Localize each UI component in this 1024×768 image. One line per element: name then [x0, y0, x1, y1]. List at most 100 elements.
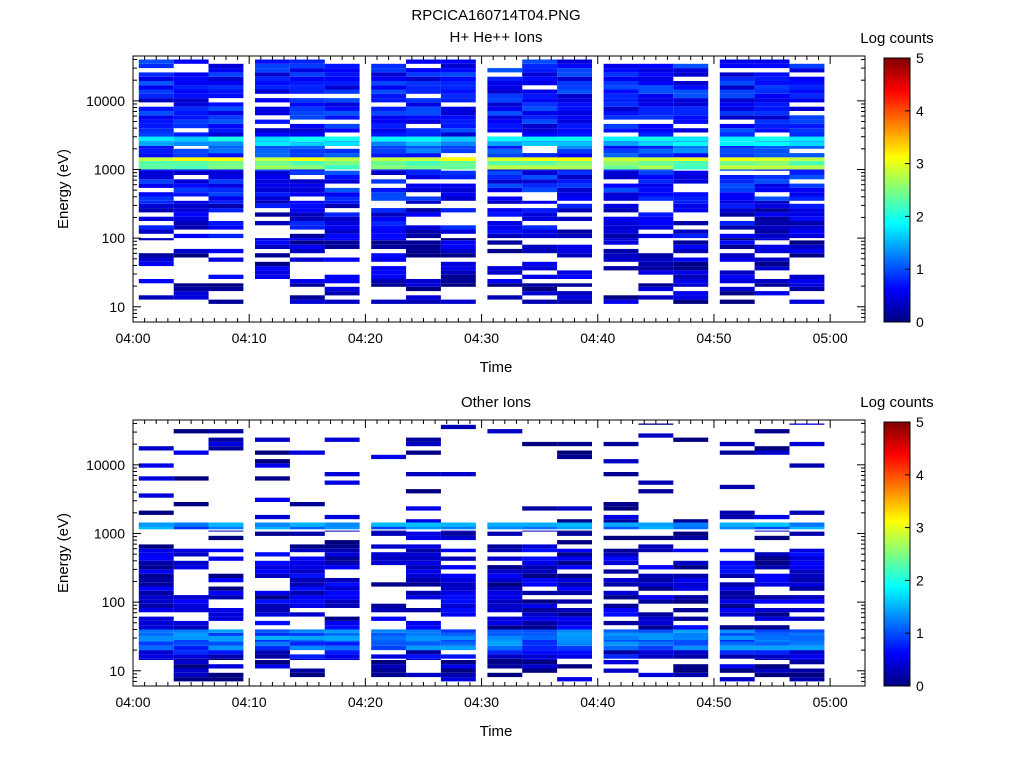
- spectrogram-cell: [289, 603, 325, 608]
- spectrogram-cell: [754, 203, 790, 209]
- spectrogram-cell: [440, 229, 476, 234]
- spectrogram-cell: [208, 525, 244, 530]
- spectrogram-cell: [789, 170, 825, 175]
- spectrogram-cell: [789, 672, 825, 678]
- spectrogram-peak-cell: [406, 161, 441, 166]
- spectrogram-peak-cell: [371, 136, 407, 141]
- spectrogram-cell: [638, 225, 674, 230]
- spectrogram-peak-cell: [440, 161, 476, 166]
- spectrogram-cell: [638, 111, 674, 116]
- spectrogram-peak-cell: [440, 157, 476, 162]
- spectrogram-cell: [138, 169, 174, 171]
- spectrogram-cell: [371, 216, 407, 221]
- spectrogram-cell: [673, 229, 709, 234]
- spectrogram-cell: [208, 115, 244, 120]
- spectrogram-peak-cell: [138, 136, 174, 141]
- spectrogram-cell: [255, 169, 290, 171]
- spectrogram-cell: [324, 548, 360, 553]
- spectrogram-cell: [208, 132, 244, 137]
- spectrogram-cell: [673, 196, 709, 201]
- spectrogram-cell: [754, 208, 790, 213]
- spectrogram-cell: [324, 629, 360, 633]
- spectrogram-peak-cell: [673, 157, 709, 162]
- spectrogram-cell: [754, 85, 790, 90]
- spectrogram-cell: [371, 208, 407, 213]
- spectrogram-cell: [638, 196, 674, 201]
- spectrogram-cell: [406, 72, 441, 77]
- spectrogram-cell: [255, 244, 290, 249]
- spectrogram-cell: [371, 525, 407, 530]
- spectrogram-cell: [789, 578, 825, 583]
- spectrogram-cell: [487, 169, 523, 171]
- spectrogram-cell: [673, 170, 709, 175]
- spectrogram-cell: [719, 233, 755, 239]
- spectrogram-cell: [208, 141, 244, 146]
- spectrogram-cell: [371, 283, 407, 287]
- spectrogram-cell: [324, 123, 360, 129]
- spectrogram-cell: [138, 183, 174, 188]
- panel-other-ions: Other Ions 04:00 04:10 04:20 04:30 04:40 04:5…: [55, 394, 934, 740]
- spectrogram-cell: [138, 170, 174, 175]
- spectrogram-cell: [138, 625, 174, 630]
- spectrogram-cell: [324, 472, 360, 477]
- spectrogram-cell: [557, 111, 592, 116]
- spectrogram-cell: [289, 146, 325, 149]
- spectrogram-cell: [673, 106, 709, 111]
- spectrogram-cell: [289, 590, 325, 596]
- spectrogram-cell: [289, 645, 325, 651]
- spectrogram-cell: [487, 170, 523, 175]
- spectrogram-cell: [255, 192, 290, 197]
- spectrogram-cell: [324, 299, 360, 304]
- spectrogram-cell: [603, 548, 639, 553]
- spectrogram-cell: [754, 279, 790, 284]
- spectrogram-cell: [522, 119, 558, 124]
- spectrogram-cell: [371, 253, 407, 258]
- spectrogram-cell: [208, 556, 244, 561]
- spectrogram-peak-cell: [719, 157, 755, 162]
- spectrogram-cell: [522, 590, 558, 596]
- spectrogram-cell: [324, 650, 360, 655]
- spectrogram-cell: [208, 183, 244, 188]
- spectrogram-cell: [673, 111, 709, 116]
- spectrogram-cell: [138, 93, 174, 99]
- spectrogram-cell: [208, 283, 244, 287]
- spectrogram-cell: [719, 279, 755, 284]
- spectrogram-cell: [638, 489, 674, 494]
- spectrogram-cell: [255, 106, 290, 111]
- spectrogram-cell: [173, 565, 209, 570]
- spectrogram-cell: [440, 672, 476, 678]
- spectrogram-cell: [371, 119, 407, 124]
- spectrogram-cell: [754, 450, 790, 455]
- spectrogram-peak-cell: [289, 522, 325, 527]
- spectrogram-peak-cell: [673, 136, 709, 141]
- spectrogram-cell: [789, 183, 825, 188]
- spectrogram-cell: [557, 89, 592, 94]
- spectrogram-cell: [406, 552, 441, 557]
- spectrogram-cell: [324, 229, 360, 234]
- spectrogram-cell: [289, 123, 325, 129]
- spectrogram-cell: [673, 115, 709, 120]
- spectrogram-cell: [789, 283, 825, 287]
- spectrogram-cell: [440, 106, 476, 111]
- spectrogram-cell: [719, 200, 755, 204]
- spectrogram-cell: [522, 183, 558, 188]
- spectrogram-cell: [289, 170, 325, 175]
- spectrogram-cell: [557, 59, 592, 64]
- spectrogram-cell: [754, 200, 790, 204]
- spectrogram-cell: [557, 179, 592, 184]
- spectrogram-cell: [138, 658, 174, 660]
- spectrogram-cell: [406, 672, 441, 678]
- spectrogram-cell: [324, 590, 360, 596]
- spectrogram-cell: [289, 141, 325, 146]
- spectrogram-cell: [371, 212, 407, 217]
- spectrogram-cell: [440, 76, 476, 81]
- spectrogram-cell: [289, 165, 325, 170]
- spectrogram-cell: [638, 620, 674, 626]
- spectrogram-cell: [789, 531, 825, 536]
- spectrogram-cell: [673, 654, 709, 659]
- spectrogram-cell: [638, 170, 674, 175]
- spectrogram-cell: [173, 221, 209, 226]
- spectrogram-cell: [638, 165, 674, 170]
- spectrogram-cell: [789, 658, 825, 660]
- spectrogram-cell: [522, 233, 558, 239]
